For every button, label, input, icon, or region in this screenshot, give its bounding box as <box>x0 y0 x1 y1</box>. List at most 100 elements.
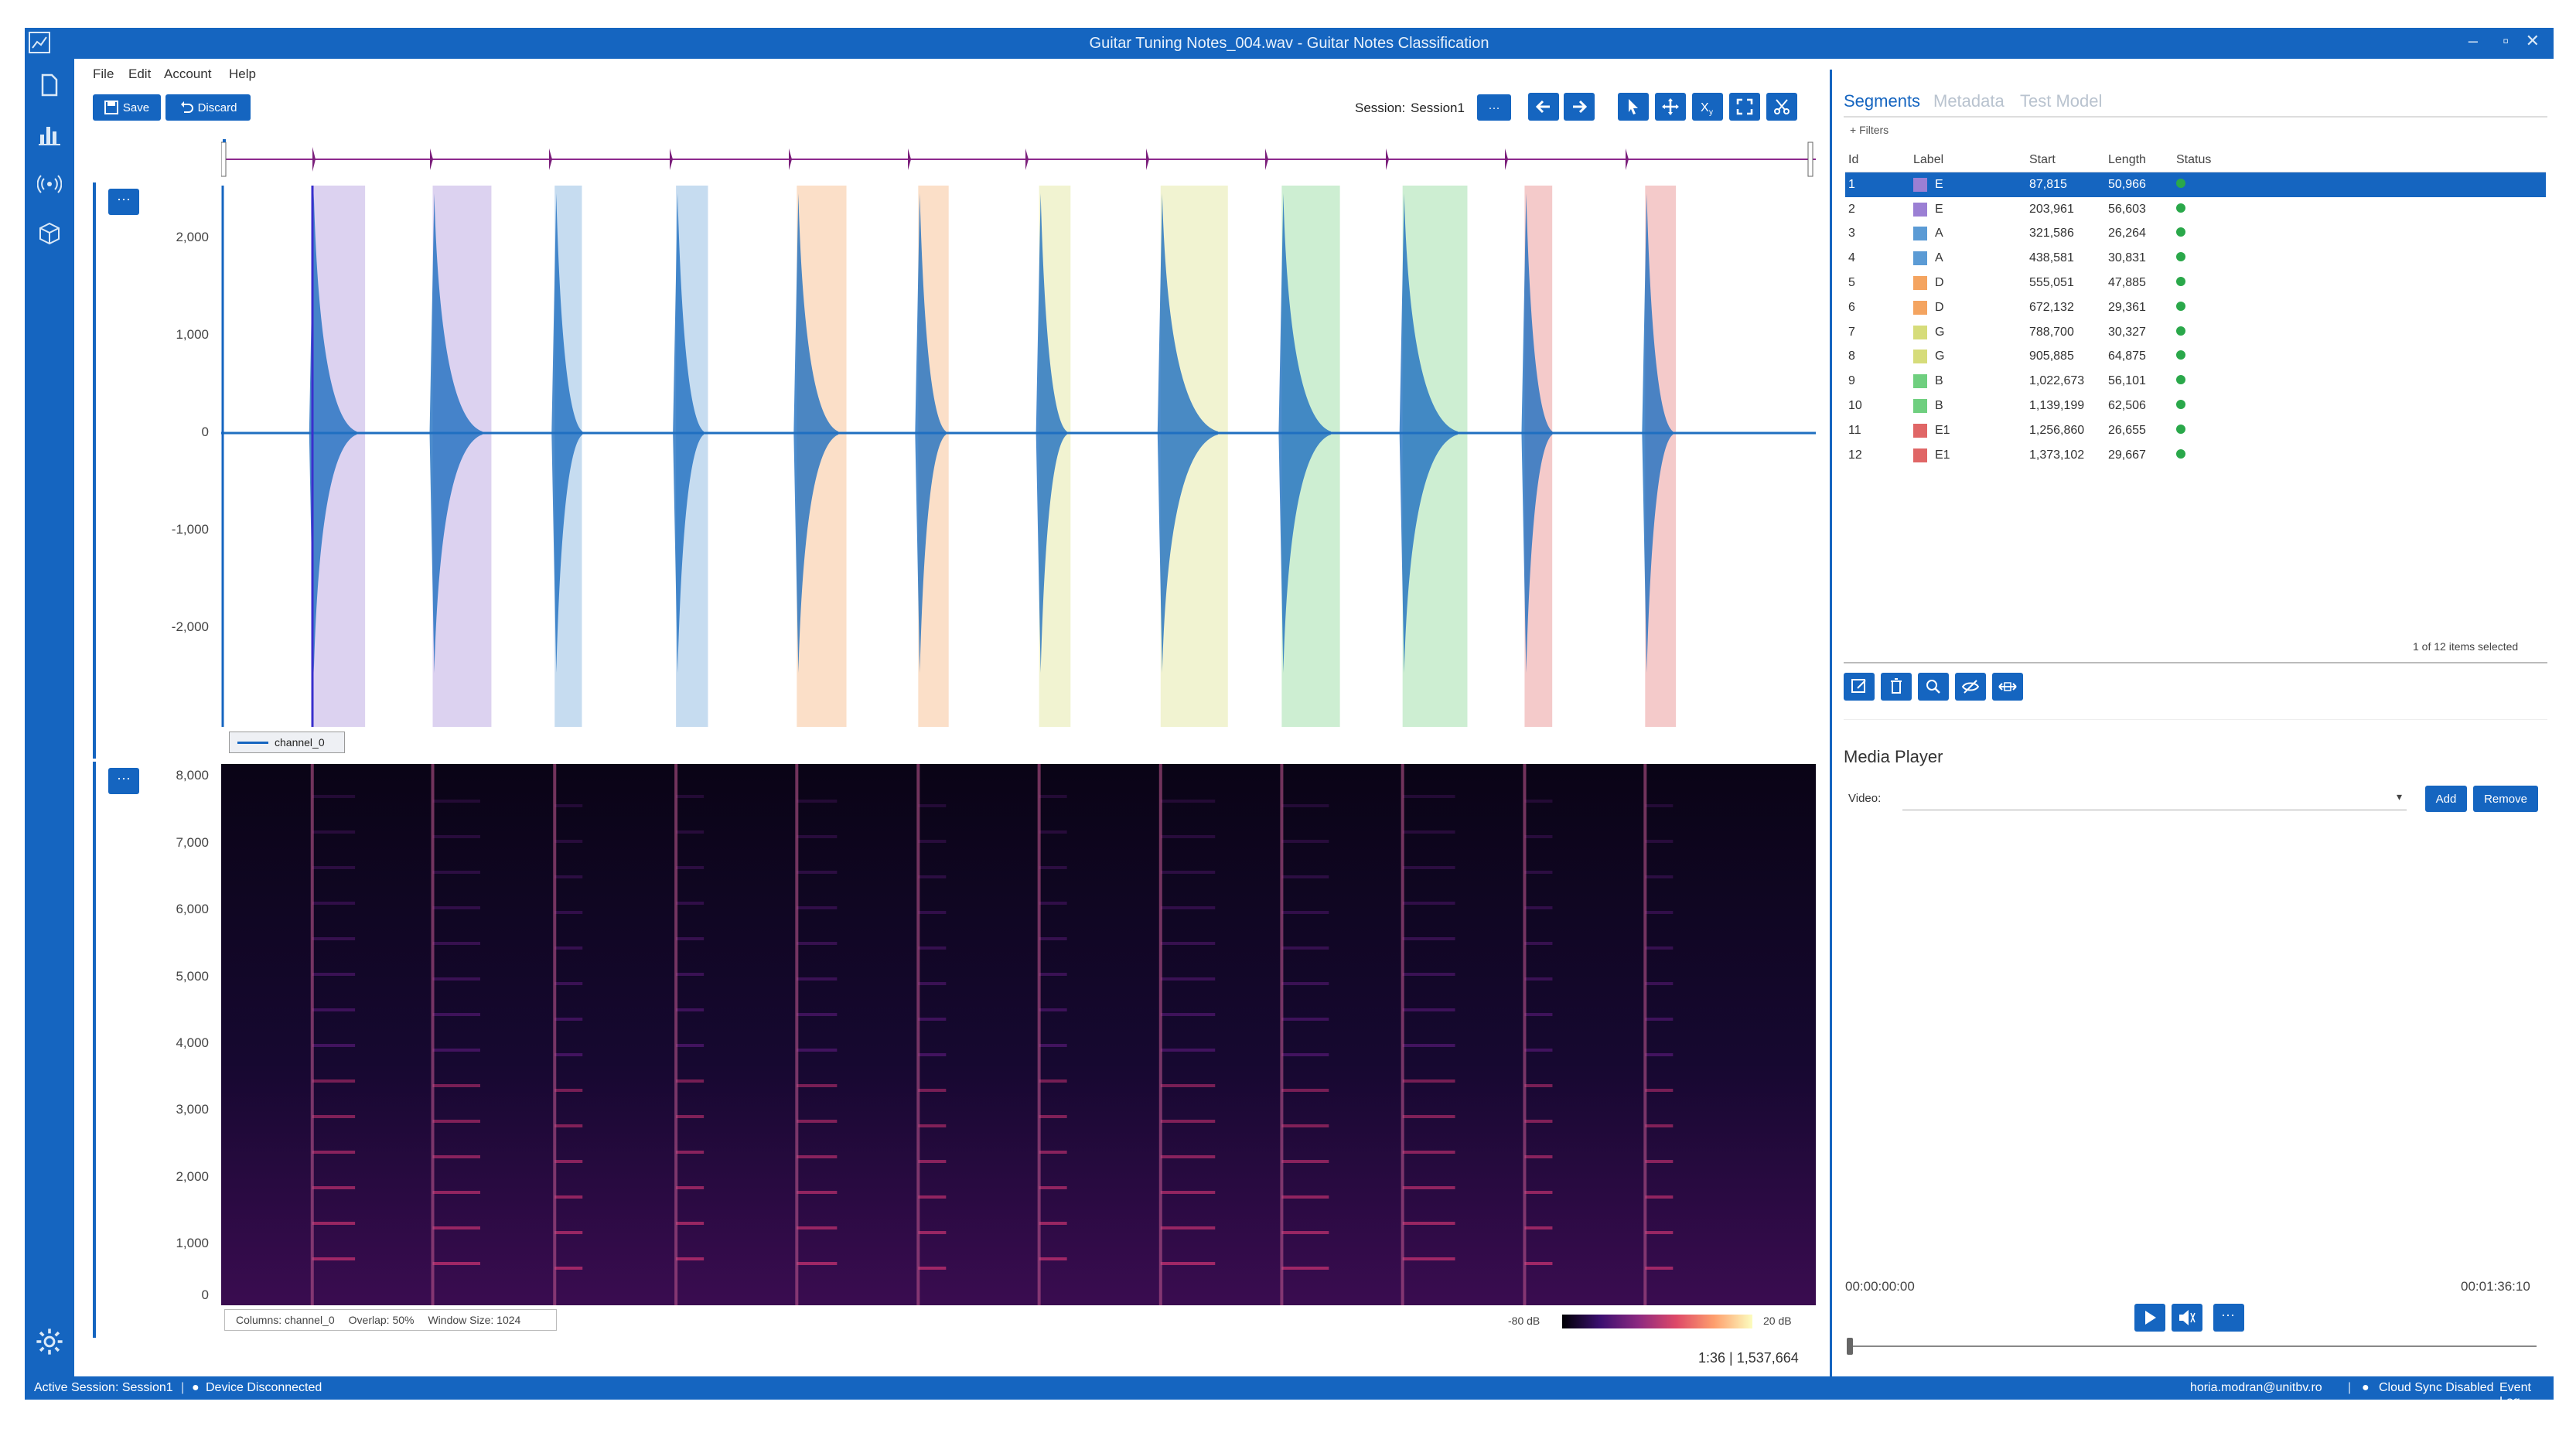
expand-segment-button[interactable] <box>1992 673 2023 701</box>
segment-start: 321,586 <box>2029 227 2074 240</box>
overview-navigator[interactable] <box>221 139 1816 179</box>
close-icon[interactable]: ✕ <box>2525 31 2540 50</box>
segment-row[interactable]: 2 E 203,961 56,603 <box>1845 197 2546 222</box>
edit-segment-button[interactable] <box>1844 673 1875 701</box>
spectrogram-harmonic <box>432 800 480 803</box>
segment-row[interactable]: 5 D 555,051 47,885 <box>1845 271 2546 295</box>
media-more-button[interactable]: ··· <box>2213 1304 2244 1332</box>
media-time-start: 00:00:00:00 <box>1845 1279 1915 1294</box>
spectrogram-harmonic <box>1402 1079 1455 1083</box>
right-panel <box>1830 70 2549 1384</box>
overview-left-handle[interactable] <box>221 142 227 177</box>
segment-row[interactable]: 10 B 1,139,199 62,506 <box>1845 394 2546 418</box>
col-status[interactable]: Status <box>2173 148 2546 172</box>
fit-view-button[interactable] <box>1729 93 1760 121</box>
menu-account[interactable]: Account <box>164 67 212 81</box>
segment-row[interactable]: 8 G 905,885 64,875 <box>1845 345 2546 370</box>
menu-help[interactable]: Help <box>229 67 256 81</box>
minimize-icon[interactable]: – <box>2468 31 2478 50</box>
spectrogram-harmonic <box>1524 942 1553 945</box>
spectrogram-harmonic <box>1281 982 1329 985</box>
segment-row[interactable]: 4 A 438,581 30,831 <box>1845 246 2546 271</box>
segment-row[interactable]: 9 B 1,022,673 56,101 <box>1845 369 2546 394</box>
tab-metadata[interactable]: Metadata <box>1933 91 2005 111</box>
label-color-swatch <box>1913 350 1927 364</box>
spectrogram-onset <box>310 764 314 1305</box>
segment-row[interactable]: 6 D 672,132 29,361 <box>1845 295 2546 320</box>
segment-id: 7 <box>1848 325 1855 339</box>
remove-video-button[interactable]: Remove <box>2473 786 2538 812</box>
segment-label: B <box>1935 399 1943 413</box>
waveform-burst <box>793 193 839 673</box>
save-button[interactable]: Save <box>93 94 161 121</box>
segment-status-cell <box>2173 197 2546 222</box>
spectrogram-harmonic <box>432 835 480 838</box>
menu-edit[interactable]: Edit <box>128 67 152 81</box>
session-more-button[interactable]: ··· <box>1477 94 1511 121</box>
media-seek-track[interactable] <box>1848 1345 2537 1347</box>
spectrogram-harmonic <box>312 902 356 905</box>
spectrogram-harmonic <box>432 1049 480 1052</box>
spectrogram-harmonic <box>1645 1053 1674 1056</box>
segment-length: 30,327 <box>2108 325 2146 339</box>
hide-segment-button[interactable] <box>1955 673 1986 701</box>
segment-row[interactable]: 12 E1 1,373,102 29,667 <box>1845 443 2546 468</box>
settings-gear-icon[interactable] <box>35 1327 64 1356</box>
volume-button[interactable] <box>2172 1304 2202 1332</box>
col-label[interactable]: Label <box>1910 148 2026 172</box>
media-seek-thumb[interactable] <box>1847 1338 1853 1355</box>
spectrogram-harmonic <box>676 1008 705 1011</box>
move-tool-button[interactable] <box>1655 93 1686 121</box>
video-select[interactable]: ▾ <box>1902 786 2407 810</box>
add-video-button[interactable]: Add <box>2425 786 2467 812</box>
legend-channel-label: channel_0 <box>275 736 325 749</box>
filters-toggle[interactable]: + Filters <box>1850 124 1889 136</box>
nav-back-button[interactable] <box>1528 93 1559 121</box>
segment-row[interactable]: 3 A 321,586 26,264 <box>1845 222 2546 247</box>
pointer-tool-button[interactable] <box>1618 93 1649 121</box>
spectrogram-harmonic <box>676 1044 705 1047</box>
document-icon[interactable] <box>37 73 62 97</box>
spectrogram-plot[interactable] <box>221 764 1816 1305</box>
spectrogram-harmonic <box>1160 1013 1216 1016</box>
nav-forward-button[interactable] <box>1564 93 1595 121</box>
event-log-link[interactable]: Event Log <box>2499 1381 2531 1408</box>
cut-tool-button[interactable] <box>1766 93 1797 121</box>
user-email[interactable]: horia.modran@unitbv.ro <box>2190 1381 2322 1394</box>
segment-status-cell <box>2173 320 2546 345</box>
overview-right-handle[interactable] <box>1807 142 1813 177</box>
col-start[interactable]: Start <box>2026 148 2105 172</box>
maximize-icon[interactable]: ▫ <box>2503 31 2509 50</box>
label-color-swatch <box>1913 227 1927 241</box>
delete-segment-button[interactable] <box>1881 673 1912 701</box>
tab-segments[interactable]: Segments <box>1844 91 1921 111</box>
spectrogram-harmonic <box>1281 911 1329 914</box>
spectrogram-harmonic <box>1281 1053 1329 1056</box>
col-length[interactable]: Length <box>2105 148 2173 172</box>
status-ok-dot-icon <box>2176 448 2185 459</box>
segment-length: 62,506 <box>2108 399 2146 413</box>
tab-test-model[interactable]: Test Model <box>2020 91 2103 111</box>
segment-row[interactable]: 7 G 788,700 30,327 <box>1845 320 2546 345</box>
play-button[interactable] <box>2134 1304 2165 1332</box>
spectrogram-harmonic <box>1039 1257 1067 1260</box>
discard-button[interactable]: Discard <box>165 94 251 121</box>
waveform-burst <box>1521 193 1553 673</box>
segment-row[interactable]: 11 E1 1,256,860 26,655 <box>1845 418 2546 443</box>
spec-y-tick-5000: 5,000 <box>176 969 209 984</box>
waveform-plot[interactable] <box>221 186 1816 727</box>
signal-icon[interactable] <box>37 172 62 196</box>
segment-id: 9 <box>1848 374 1855 388</box>
spectrogram-onset <box>916 764 920 1305</box>
spectrogram-more-button[interactable]: ··· <box>108 768 139 794</box>
col-id[interactable]: Id <box>1845 148 1910 172</box>
menu-file[interactable]: File <box>93 67 114 81</box>
bar-chart-icon[interactable] <box>37 122 62 147</box>
zoom-segment-button[interactable] <box>1918 673 1949 701</box>
spectrogram-harmonic <box>918 1053 947 1056</box>
colorbar-max-label: 20 dB <box>1763 1315 1792 1327</box>
waveform-more-button[interactable]: ··· <box>108 189 139 215</box>
cube-icon[interactable] <box>37 221 62 246</box>
segment-row[interactable]: 1 E 87,815 50,966 <box>1845 172 2546 197</box>
